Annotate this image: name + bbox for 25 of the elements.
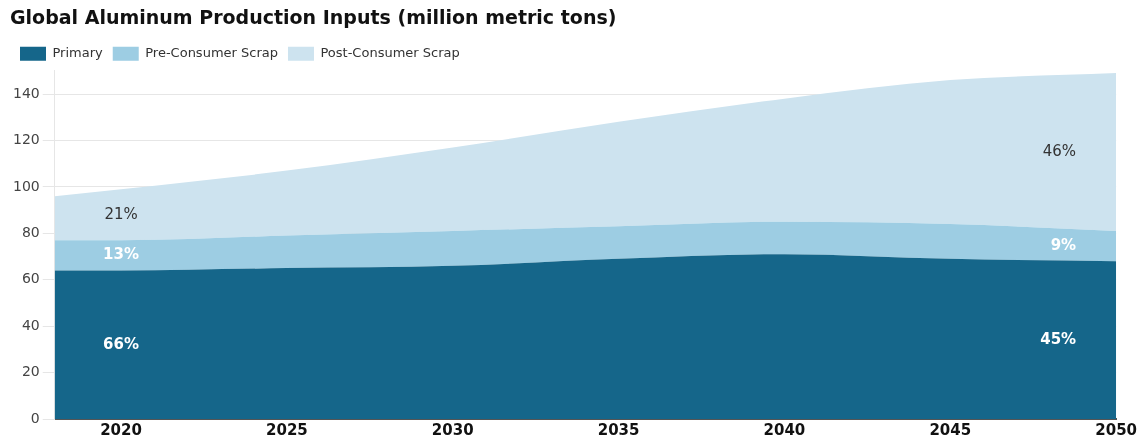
y-tick-label: 60 xyxy=(21,270,40,287)
y-tick-label: 120 xyxy=(12,131,40,148)
annotation: 46% xyxy=(1042,141,1077,160)
annotation: 45% xyxy=(1040,329,1077,348)
x-tick-label: 2050 xyxy=(1095,420,1137,439)
legend-label: Primary xyxy=(52,45,104,61)
x-tick-label: 2045 xyxy=(929,420,972,439)
annotation: 9% xyxy=(1050,235,1077,254)
annotation: 66% xyxy=(103,334,140,353)
y-tick-label: 80 xyxy=(21,223,40,240)
y-tick-label: 20 xyxy=(21,363,40,380)
legend-label: Pre-Consumer Scrap xyxy=(145,45,278,61)
x-tick-label: 2025 xyxy=(266,420,308,439)
x-tick-label: 2030 xyxy=(431,420,474,439)
x-tick-label: 2040 xyxy=(763,420,806,439)
y-tick-label: 40 xyxy=(21,316,40,333)
y-tick-label: 100 xyxy=(12,177,40,194)
legend-label: Post-Consumer Scrap xyxy=(320,45,460,61)
annotation: 13% xyxy=(103,245,140,264)
annotation: 21% xyxy=(104,204,138,223)
x-tick-label: 2035 xyxy=(597,420,640,439)
y-tick-label: 0 xyxy=(30,409,40,426)
y-tick-label: 140 xyxy=(12,84,40,101)
x-tick-label: 2020 xyxy=(100,420,142,439)
chart-title: Global Aluminum Production Inputs (million metric tons) xyxy=(10,6,617,29)
